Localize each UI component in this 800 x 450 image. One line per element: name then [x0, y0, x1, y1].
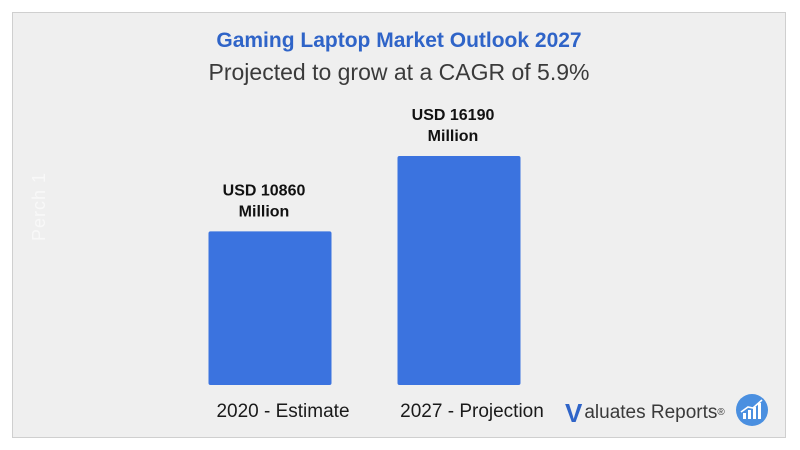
brand-mark: V [565, 397, 583, 428]
bar-0 [208, 231, 332, 385]
chart-frame: Gaming Laptop Market Outlook 2027 Projec… [12, 12, 786, 438]
data-label-0-line-0: USD 10860 [223, 182, 306, 199]
bar-chart: USD 10860 Million 2020 - Estimate USD 16190… [208, 107, 544, 422]
data-label-1-line-1: Million [428, 128, 479, 145]
brand-name: aluates Reports® [584, 401, 725, 423]
bar-chart-trend-icon [735, 393, 769, 432]
data-label-0-line-1: Million [239, 203, 290, 220]
brand-logo: V aluates Reports® [565, 393, 769, 432]
chart-title: Gaming Laptop Market Outlook 2027 [216, 29, 582, 52]
category-label-0: 2020 - Estimate [216, 401, 349, 422]
data-label-1-line-0: USD 16190 [412, 107, 495, 124]
bar-1 [397, 156, 521, 385]
category-label-1: 2027 - Projection [400, 401, 544, 422]
chart-subtitle: Projected to grow at a CAGR of 5.9% [208, 59, 590, 85]
